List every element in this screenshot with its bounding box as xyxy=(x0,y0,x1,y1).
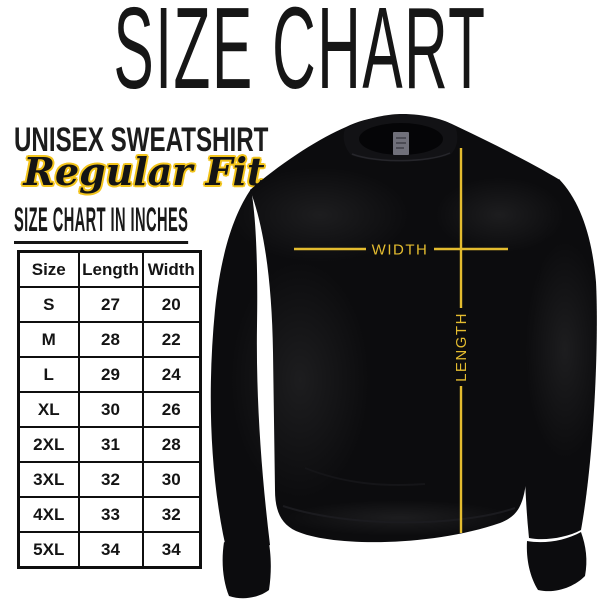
size-cell: M xyxy=(17,321,80,358)
width-cell: 32 xyxy=(141,496,202,533)
collar-rib-edge xyxy=(351,152,451,162)
length-measure-label: LENGTH xyxy=(453,312,470,382)
length-cell: 27 xyxy=(77,286,144,323)
size-table-row: 2XL 31 28 xyxy=(17,426,202,463)
sweatshirt-diagram: WIDTH LENGTH xyxy=(210,114,600,599)
size-table-row: 3XL 32 30 xyxy=(17,461,202,498)
size-table-row: L 29 24 xyxy=(17,356,202,393)
size-cell: 5XL xyxy=(17,531,80,569)
length-cell: 28 xyxy=(77,321,144,358)
size-table-row: 4XL 33 32 xyxy=(17,496,202,533)
length-cell: 33 xyxy=(77,496,144,533)
size-table-row: M 28 22 xyxy=(17,321,202,358)
size-cell: XL xyxy=(17,391,80,428)
length-cell: 31 xyxy=(77,426,144,463)
fabric-highlight xyxy=(525,240,600,460)
width-cell: 22 xyxy=(141,321,202,358)
page-title: SIZE CHART xyxy=(113,0,487,113)
width-cell: 34 xyxy=(141,531,202,569)
size-table-row: 5XL 34 34 xyxy=(17,531,202,569)
width-cell: 30 xyxy=(141,461,202,498)
fit-label: Regular Fit xyxy=(23,149,265,194)
neck-tag xyxy=(393,132,409,155)
size-table-row: S 27 20 xyxy=(17,286,202,323)
fabric-highlight xyxy=(285,500,515,536)
product-name: UNISEX SWEATSHIRT xyxy=(14,121,269,159)
length-cell: 30 xyxy=(77,391,144,428)
width-cell: 26 xyxy=(141,391,202,428)
column-header-length: Length xyxy=(77,250,144,288)
hem-crease xyxy=(282,505,516,524)
size-cell: 4XL xyxy=(17,496,80,533)
size-table-header-row: Size Length Width xyxy=(17,250,202,288)
sweatshirt-right-cuff xyxy=(526,532,587,592)
column-header-size: Size xyxy=(17,250,80,288)
length-cell: 32 xyxy=(77,461,144,498)
fabric-highlight xyxy=(230,260,370,500)
size-cell: 3XL xyxy=(17,461,80,498)
size-table: Size Length Width S 27 20 M 28 22 L 29 24 XL 30 26 2… xyxy=(17,250,202,569)
wrinkle-crease xyxy=(304,467,426,487)
table-heading: SIZE CHART IN INCHES xyxy=(14,203,189,244)
width-cell: 28 xyxy=(141,426,202,463)
size-table-row: XL 30 26 xyxy=(17,391,202,428)
width-cell: 24 xyxy=(141,356,202,393)
length-cell: 29 xyxy=(77,356,144,393)
measurement-lines xyxy=(294,148,508,533)
size-cell: L xyxy=(17,356,80,393)
fabric-highlight xyxy=(230,167,410,263)
fabric-highlight xyxy=(435,177,565,253)
size-cell: S xyxy=(17,286,80,323)
sweatshirt-left-cuff xyxy=(222,538,271,599)
length-cell: 34 xyxy=(77,531,144,569)
width-cell: 20 xyxy=(141,286,202,323)
column-header-width: Width xyxy=(141,250,202,288)
size-table-body: S 27 20 M 28 22 L 29 24 XL 30 26 2XL 31 28 3XL 32 30 4XL 33… xyxy=(17,286,202,569)
width-measure-label: WIDTH xyxy=(372,242,429,259)
size-cell: 2XL xyxy=(17,426,80,463)
